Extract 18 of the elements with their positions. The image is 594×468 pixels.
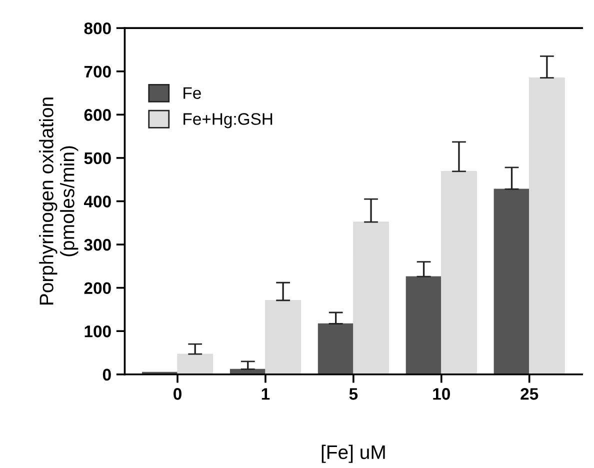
x-tick-label: 5 (349, 388, 358, 400)
x-axis-title: [Fe] uM (322, 444, 385, 463)
x-tick-label: 1 (262, 388, 270, 400)
y-tick-label: 600 (84, 109, 111, 121)
y-tick-label: 400 (84, 196, 111, 208)
x-tick-label: 10 (433, 388, 450, 400)
y-axis-title: Porphyrinogen oxidation (pmoles/min) (39, 98, 78, 304)
legend-label: Fe (184, 87, 201, 99)
y-tick-label: 700 (84, 66, 111, 78)
x-tick-label: 0 (174, 388, 182, 400)
y-tick-label: 0 (102, 368, 111, 381)
y-tick-label: 100 (84, 326, 111, 338)
y-tick-label: 200 (84, 282, 111, 294)
y-tick-label: 500 (84, 152, 111, 164)
legend-label: Fe+Hg:GSH (184, 113, 272, 128)
y-tick-label: 300 (84, 238, 111, 251)
y-tick-label: 800 (84, 22, 111, 34)
x-tick-label: 25 (520, 388, 538, 400)
